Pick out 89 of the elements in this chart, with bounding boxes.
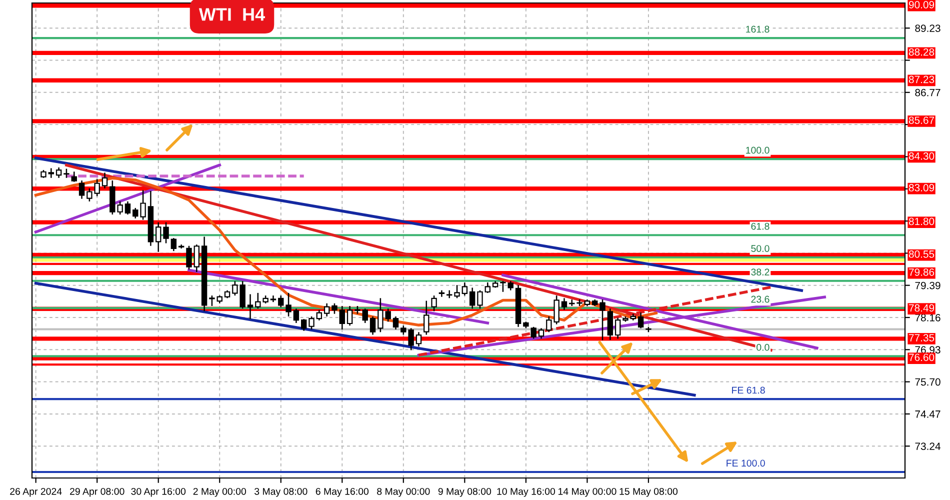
candlestick xyxy=(124,200,131,216)
y-tick-label: 76.93 xyxy=(915,346,940,354)
candlestick xyxy=(638,312,644,329)
candlestick xyxy=(607,308,614,341)
candlestick xyxy=(392,316,399,330)
candlestick xyxy=(362,308,368,324)
candlestick xyxy=(170,237,177,252)
annotation: 23.6 xyxy=(751,296,770,303)
candlestick xyxy=(308,316,314,330)
candlestick xyxy=(438,290,445,298)
ref-line-label: 81.80 xyxy=(908,218,934,226)
x-tick-label: 30 Apr 16:00 xyxy=(131,488,186,497)
candlestick xyxy=(561,298,568,311)
annotation: 50.0 xyxy=(751,245,770,252)
annotation: 100.0 xyxy=(746,146,770,154)
candlestick xyxy=(194,244,200,273)
candlestick xyxy=(247,294,254,320)
y-tick-label: 73.24 xyxy=(915,442,940,450)
ref-line-label: 77.35 xyxy=(909,334,934,342)
y-tick-label: 79.39 xyxy=(915,282,940,290)
candlestick xyxy=(286,292,292,318)
candlestick xyxy=(209,294,215,307)
candlestick xyxy=(140,190,146,220)
candlestick xyxy=(431,294,437,312)
candlestick xyxy=(500,280,506,292)
candlestick xyxy=(477,290,483,310)
ref-line-label: 76.60 xyxy=(909,354,934,362)
x-tick-label: 10 May 16:00 xyxy=(497,488,556,497)
candlestick xyxy=(316,309,322,321)
candlestick xyxy=(339,305,345,330)
candlestick xyxy=(163,222,169,244)
annotation: FE 61.8 xyxy=(732,386,765,394)
y-tick-label: 74.47 xyxy=(915,410,940,418)
candlestick xyxy=(56,166,62,179)
chart-title: WTI H4 xyxy=(198,8,266,21)
candlestick xyxy=(484,282,490,294)
x-tick-label: 6 May 16:00 xyxy=(316,488,369,497)
x-tick-label: 14 May 00:00 xyxy=(558,488,616,497)
x-tick-label: 15 May 08:00 xyxy=(620,488,678,497)
ref-line-label: 85.67 xyxy=(908,116,934,124)
ref-line-label: 78.49 xyxy=(909,304,934,312)
candlestick xyxy=(132,207,138,220)
candlestick xyxy=(469,287,476,310)
annotation: FE 100.0 xyxy=(726,460,765,467)
candlestick xyxy=(102,172,108,189)
candlestick xyxy=(370,316,376,336)
ref-line-label: 87.23 xyxy=(908,76,934,84)
candlestick xyxy=(332,302,338,314)
candlestick xyxy=(614,317,621,340)
x-tick-label: 9 May 08:00 xyxy=(438,488,492,497)
candlestick xyxy=(538,328,544,340)
candlestick xyxy=(462,282,468,296)
candlestick xyxy=(424,300,430,336)
candlestick xyxy=(324,302,330,318)
ref-line-label: 90.09 xyxy=(908,1,934,8)
x-tick-label: 2 May 00:00 xyxy=(193,488,246,497)
x-tick-label: 3 May 08:00 xyxy=(254,488,308,497)
candlestick xyxy=(508,280,514,291)
candlestick xyxy=(293,308,300,324)
candlestick xyxy=(71,170,77,182)
x-tick-label: 8 May 00:00 xyxy=(377,488,430,497)
candlestick xyxy=(346,305,353,326)
ref-line-label: 88.28 xyxy=(908,48,934,56)
candlestick xyxy=(454,284,460,299)
x-tick-label: 29 Apr 08:00 xyxy=(70,488,124,497)
y-tick-label: 75.70 xyxy=(915,378,940,386)
candlestick xyxy=(600,298,606,341)
annotation: 61.8 xyxy=(751,222,770,230)
ref-line-label: 84.30 xyxy=(908,152,934,160)
line-series xyxy=(34,176,658,326)
candlestick xyxy=(64,168,70,179)
annotation: 161.8 xyxy=(746,26,770,33)
candlestick xyxy=(156,222,162,252)
candlestick xyxy=(301,318,307,332)
candlestick xyxy=(186,245,192,270)
ref-line-label: 79.86 xyxy=(909,268,934,276)
candlestick xyxy=(416,332,422,348)
candlestick xyxy=(446,290,452,299)
y-tick-label: 86.77 xyxy=(915,88,940,96)
x-tick-label: 26 Apr 2024 xyxy=(10,488,62,497)
ref-line-label: 83.09 xyxy=(908,184,934,192)
candlestick xyxy=(48,168,54,179)
candlestick xyxy=(278,294,284,308)
ref-line-label: 80.55 xyxy=(908,250,934,258)
candlestick xyxy=(530,326,536,340)
annotation: 0.0 xyxy=(756,344,770,351)
candlestick xyxy=(78,180,85,200)
annotation: 38.2 xyxy=(751,268,770,276)
y-tick-label: 89.23 xyxy=(915,24,940,32)
